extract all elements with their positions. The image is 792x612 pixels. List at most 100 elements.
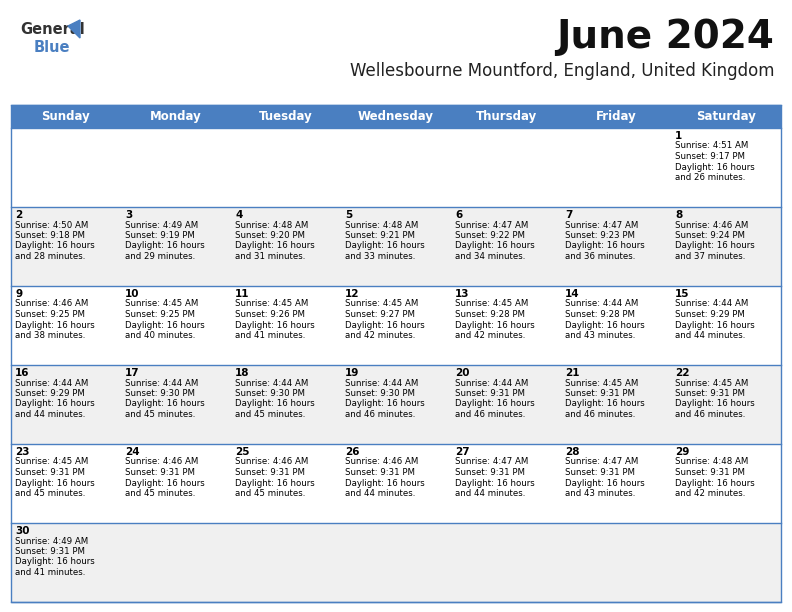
Text: and 33 minutes.: and 33 minutes. <box>345 252 415 261</box>
Text: and 29 minutes.: and 29 minutes. <box>125 252 196 261</box>
Text: Sunrise: 4:50 AM: Sunrise: 4:50 AM <box>15 220 89 230</box>
Text: Sunset: 9:27 PM: Sunset: 9:27 PM <box>345 310 415 319</box>
Text: Daylight: 16 hours: Daylight: 16 hours <box>235 479 314 488</box>
Bar <box>11 286 781 365</box>
Text: and 45 minutes.: and 45 minutes. <box>235 410 306 419</box>
Text: 28: 28 <box>565 447 580 457</box>
Text: Sunset: 9:31 PM: Sunset: 9:31 PM <box>235 468 305 477</box>
Text: Daylight: 16 hours: Daylight: 16 hours <box>125 400 205 408</box>
Text: Sunrise: 4:46 AM: Sunrise: 4:46 AM <box>15 299 89 308</box>
Text: Daylight: 16 hours: Daylight: 16 hours <box>345 242 425 250</box>
Text: Sunset: 9:28 PM: Sunset: 9:28 PM <box>565 310 635 319</box>
Text: Sunset: 9:17 PM: Sunset: 9:17 PM <box>675 152 745 161</box>
Text: Monday: Monday <box>150 110 202 123</box>
Text: Sunrise: 4:44 AM: Sunrise: 4:44 AM <box>455 378 528 387</box>
Text: Sunset: 9:18 PM: Sunset: 9:18 PM <box>15 231 85 240</box>
Text: and 41 minutes.: and 41 minutes. <box>15 568 86 577</box>
Text: Sunrise: 4:46 AM: Sunrise: 4:46 AM <box>125 458 198 466</box>
Text: Daylight: 16 hours: Daylight: 16 hours <box>565 400 645 408</box>
Bar <box>11 523 781 602</box>
Text: Sunrise: 4:48 AM: Sunrise: 4:48 AM <box>235 220 308 230</box>
Text: Daylight: 16 hours: Daylight: 16 hours <box>345 479 425 488</box>
Text: Sunset: 9:30 PM: Sunset: 9:30 PM <box>345 389 415 398</box>
Text: 9: 9 <box>15 289 22 299</box>
Text: Daylight: 16 hours: Daylight: 16 hours <box>15 479 95 488</box>
Text: Sunset: 9:25 PM: Sunset: 9:25 PM <box>15 310 85 319</box>
Text: 26: 26 <box>345 447 360 457</box>
Text: 20: 20 <box>455 368 470 378</box>
Text: Daylight: 16 hours: Daylight: 16 hours <box>675 400 755 408</box>
Text: Sunset: 9:24 PM: Sunset: 9:24 PM <box>675 231 745 240</box>
Text: and 44 minutes.: and 44 minutes. <box>455 489 525 498</box>
Text: and 44 minutes.: and 44 minutes. <box>345 489 415 498</box>
Text: Daylight: 16 hours: Daylight: 16 hours <box>455 242 535 250</box>
Text: Sunrise: 4:44 AM: Sunrise: 4:44 AM <box>125 378 198 387</box>
Text: and 45 minutes.: and 45 minutes. <box>125 489 196 498</box>
Text: 1: 1 <box>675 131 682 141</box>
Text: 6: 6 <box>455 210 463 220</box>
Text: and 46 minutes.: and 46 minutes. <box>455 410 525 419</box>
Text: and 40 minutes.: and 40 minutes. <box>125 331 196 340</box>
Text: Daylight: 16 hours: Daylight: 16 hours <box>235 321 314 329</box>
Text: and 45 minutes.: and 45 minutes. <box>235 489 306 498</box>
Text: and 45 minutes.: and 45 minutes. <box>15 489 86 498</box>
Text: and 34 minutes.: and 34 minutes. <box>455 252 525 261</box>
Text: Sunrise: 4:47 AM: Sunrise: 4:47 AM <box>565 458 638 466</box>
Text: 24: 24 <box>125 447 139 457</box>
Text: Daylight: 16 hours: Daylight: 16 hours <box>565 479 645 488</box>
Text: 8: 8 <box>675 210 682 220</box>
Text: Daylight: 16 hours: Daylight: 16 hours <box>675 321 755 329</box>
Text: 5: 5 <box>345 210 352 220</box>
Text: Daylight: 16 hours: Daylight: 16 hours <box>565 242 645 250</box>
Text: 11: 11 <box>235 289 249 299</box>
Text: Daylight: 16 hours: Daylight: 16 hours <box>15 242 95 250</box>
Text: Tuesday: Tuesday <box>259 110 313 123</box>
Text: and 46 minutes.: and 46 minutes. <box>565 410 635 419</box>
Text: Sunset: 9:31 PM: Sunset: 9:31 PM <box>15 468 85 477</box>
Text: Sunrise: 4:44 AM: Sunrise: 4:44 AM <box>345 378 418 387</box>
Bar <box>11 105 781 128</box>
Text: 29: 29 <box>675 447 689 457</box>
Text: 17: 17 <box>125 368 139 378</box>
Text: 14: 14 <box>565 289 580 299</box>
Text: Sunset: 9:23 PM: Sunset: 9:23 PM <box>565 231 635 240</box>
Bar <box>11 207 781 286</box>
Text: 21: 21 <box>565 368 580 378</box>
Text: and 46 minutes.: and 46 minutes. <box>345 410 415 419</box>
Text: Sunset: 9:31 PM: Sunset: 9:31 PM <box>345 468 415 477</box>
Bar <box>11 444 781 523</box>
Text: Sunrise: 4:48 AM: Sunrise: 4:48 AM <box>675 458 748 466</box>
Text: 10: 10 <box>125 289 139 299</box>
Text: 16: 16 <box>15 368 29 378</box>
Text: Sunrise: 4:47 AM: Sunrise: 4:47 AM <box>455 220 528 230</box>
Text: Sunset: 9:31 PM: Sunset: 9:31 PM <box>125 468 195 477</box>
Text: and 36 minutes.: and 36 minutes. <box>565 252 635 261</box>
Text: Sunset: 9:25 PM: Sunset: 9:25 PM <box>125 310 195 319</box>
Text: Sunrise: 4:48 AM: Sunrise: 4:48 AM <box>345 220 418 230</box>
Text: Sunrise: 4:47 AM: Sunrise: 4:47 AM <box>565 220 638 230</box>
Text: 7: 7 <box>565 210 573 220</box>
Text: Sunrise: 4:44 AM: Sunrise: 4:44 AM <box>15 378 89 387</box>
Text: Sunrise: 4:51 AM: Sunrise: 4:51 AM <box>675 141 748 151</box>
Text: Wednesday: Wednesday <box>358 110 434 123</box>
Text: 25: 25 <box>235 447 249 457</box>
Text: Daylight: 16 hours: Daylight: 16 hours <box>125 242 205 250</box>
Bar <box>11 128 781 207</box>
Text: and 42 minutes.: and 42 minutes. <box>675 489 745 498</box>
Text: Sunset: 9:21 PM: Sunset: 9:21 PM <box>345 231 415 240</box>
Text: Sunrise: 4:45 AM: Sunrise: 4:45 AM <box>345 299 418 308</box>
Text: Sunset: 9:31 PM: Sunset: 9:31 PM <box>675 389 745 398</box>
Text: and 28 minutes.: and 28 minutes. <box>15 252 86 261</box>
Text: Saturday: Saturday <box>696 110 756 123</box>
Text: and 44 minutes.: and 44 minutes. <box>15 410 86 419</box>
Bar <box>11 365 781 444</box>
Text: Sunrise: 4:45 AM: Sunrise: 4:45 AM <box>125 299 198 308</box>
Text: 15: 15 <box>675 289 690 299</box>
Text: Daylight: 16 hours: Daylight: 16 hours <box>675 242 755 250</box>
Text: and 44 minutes.: and 44 minutes. <box>675 331 745 340</box>
Text: Daylight: 16 hours: Daylight: 16 hours <box>675 163 755 171</box>
Text: Sunrise: 4:44 AM: Sunrise: 4:44 AM <box>675 299 748 308</box>
Text: 13: 13 <box>455 289 470 299</box>
Text: Sunset: 9:19 PM: Sunset: 9:19 PM <box>125 231 195 240</box>
Text: Sunrise: 4:49 AM: Sunrise: 4:49 AM <box>15 537 88 545</box>
